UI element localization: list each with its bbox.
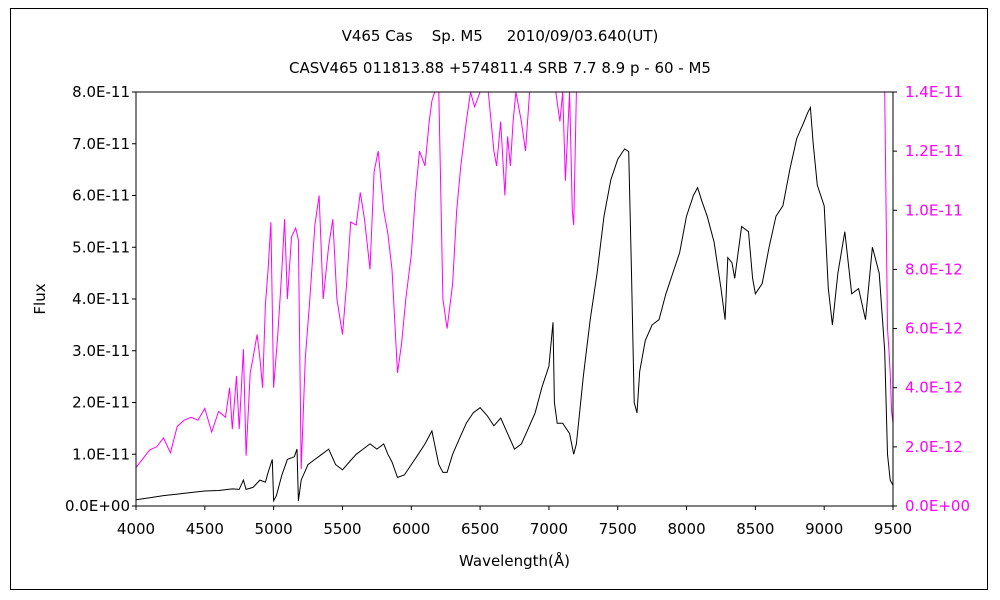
- x-tick-label: 4500: [186, 520, 224, 538]
- chart-title-line-2: CASV465 011813.88 +574811.4 SRB 7.7 8.9 …: [289, 59, 711, 77]
- y-left-tick-label: 1.0E-11: [72, 445, 130, 463]
- x-tick-label: 7000: [530, 520, 568, 538]
- y-right-tick-label: 1.2E-11: [905, 142, 963, 160]
- y-left-tick-label: 0.0E+00: [65, 497, 130, 515]
- x-tick-label: 4000: [117, 520, 155, 538]
- x-tick-label: 5500: [323, 520, 361, 538]
- y-left-tick-label: 3.0E-11: [72, 342, 130, 360]
- chart-frame: [10, 8, 988, 590]
- x-tick-label: 6000: [392, 520, 430, 538]
- x-tick-label: 6500: [461, 520, 499, 538]
- chart-title-line-1: V465 Cas Sp. M5 2010/09/03.640(UT): [341, 27, 659, 45]
- y-right-tick-label: 0.0E+00: [905, 497, 970, 515]
- x-tick-label: 9000: [805, 520, 843, 538]
- x-axis-label: Wavelength(Å): [459, 551, 570, 570]
- plot-area-border: [135, 91, 894, 507]
- y-right-tick-label: 1.4E-11: [905, 83, 963, 101]
- x-tick-label: 9500: [874, 520, 912, 538]
- y-left-tick-label: 6.0E-11: [72, 187, 130, 205]
- x-tick-label: 5000: [255, 520, 293, 538]
- y-left-tick-label: 5.0E-11: [72, 238, 130, 256]
- y-axis-label: Flux: [31, 283, 49, 314]
- series-line-left-axis-0: [136, 105, 893, 503]
- y-left-tick-label: 7.0E-11: [72, 135, 130, 153]
- y-right-tick-label: 6.0E-12: [905, 320, 963, 338]
- y-right-tick-label: 8.0E-12: [905, 260, 963, 278]
- y-left-tick-label: 4.0E-11: [72, 290, 130, 308]
- x-tick-label: 8000: [667, 520, 705, 538]
- y-right-tick-label: 4.0E-12: [905, 379, 963, 397]
- x-tick-label: 7500: [599, 520, 637, 538]
- y-left-tick-label: 8.0E-11: [72, 83, 130, 101]
- series-line-right-axis-2: [884, 92, 893, 424]
- y-right-tick-label: 2.0E-12: [905, 438, 963, 456]
- x-tick-label: 8500: [736, 520, 774, 538]
- y-right-tick-label: 1.0E-11: [905, 201, 963, 219]
- y-left-tick-label: 2.0E-11: [72, 394, 130, 412]
- series-line-right-axis-1: [136, 92, 577, 470]
